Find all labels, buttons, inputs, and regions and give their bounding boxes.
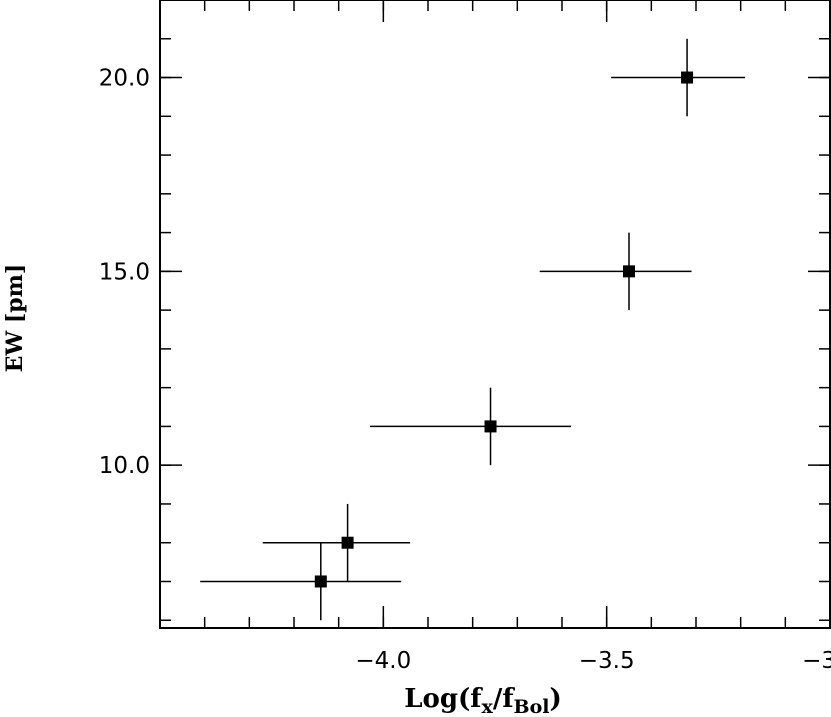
x-tick-label: −4.0 xyxy=(355,648,411,674)
y-tick-labels: 10.0 15.0 20.0 xyxy=(99,66,150,480)
data-point-marker xyxy=(341,536,354,549)
data-point-marker xyxy=(484,420,497,433)
x-tick-label: −3.0 xyxy=(802,648,831,674)
major-ticks xyxy=(160,0,831,628)
data-point-marker xyxy=(623,265,635,278)
data-point-marker xyxy=(681,71,694,84)
y-axis-title: EW [pm] xyxy=(2,264,28,373)
data-point-marker xyxy=(314,575,327,588)
x-tick-labels: −4.0 −3.5 −3.0 xyxy=(355,648,831,674)
x-axis-title: Log(fx/fBol) xyxy=(404,684,562,717)
y-tick-label: 20.0 xyxy=(99,66,150,92)
y-tick-label: 10.0 xyxy=(99,453,150,479)
markers xyxy=(314,71,694,588)
error-bars xyxy=(200,38,746,621)
plot-frame xyxy=(159,0,831,629)
minor-ticks xyxy=(159,0,831,628)
x-tick-label: −3.5 xyxy=(579,648,635,674)
y-tick-label: 15.0 xyxy=(99,259,150,285)
